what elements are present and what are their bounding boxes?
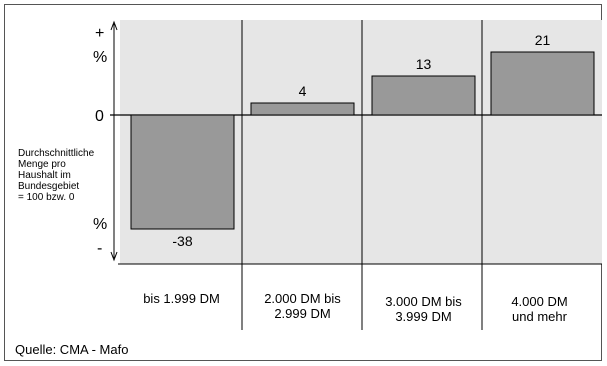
axis-percent-bottom: % bbox=[93, 216, 108, 233]
data-label: 21 bbox=[535, 32, 551, 48]
category-label: 4.000 DM und mehr bbox=[511, 294, 568, 324]
axis-plus-sign: + bbox=[95, 25, 105, 42]
y-axis-label: Durchschnittliche Menge pro Haushalt im … bbox=[18, 148, 95, 203]
category-label: 2.000 DM bis 2.999 DM bbox=[264, 291, 341, 321]
bar bbox=[130, 114, 235, 230]
data-label: 4 bbox=[299, 83, 307, 99]
data-label: 13 bbox=[416, 56, 432, 72]
bar bbox=[250, 102, 355, 116]
axis-percent-top: % bbox=[93, 49, 108, 66]
y-axis-arrow-up bbox=[110, 20, 118, 31]
data-label: -38 bbox=[172, 233, 192, 249]
y-axis-arrow-down bbox=[110, 251, 118, 262]
bar bbox=[371, 75, 476, 116]
source-note: Quelle: CMA - Mafo bbox=[15, 342, 129, 357]
category-label: bis 1.999 DM bbox=[143, 291, 220, 306]
baseline-zero-label: 0 bbox=[95, 108, 104, 125]
category-label: 3.000 DM bis 3.999 DM bbox=[385, 294, 462, 324]
bar bbox=[490, 51, 595, 116]
axis-minus-sign: - bbox=[97, 240, 103, 257]
